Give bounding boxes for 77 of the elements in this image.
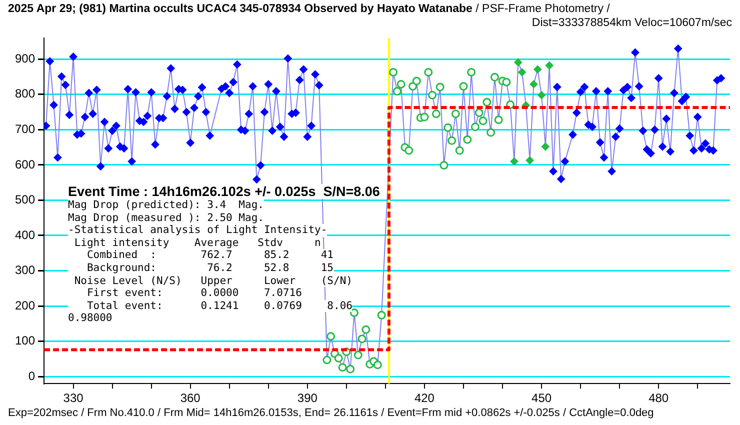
- point: [432, 110, 440, 118]
- annotation: Event Time : 14h16m26.102s +/- 0.025s S/N=8.06: [68, 184, 380, 199]
- y-tick-label: 800: [14, 86, 36, 101]
- point: [538, 91, 546, 100]
- point: [478, 116, 488, 126]
- point: [373, 360, 382, 370]
- point: [350, 308, 358, 317]
- y-tick-label: 700: [14, 122, 36, 136]
- point: [440, 161, 448, 170]
- point: [451, 110, 460, 118]
- point: [408, 82, 418, 91]
- point: [389, 68, 398, 76]
- point: [463, 135, 472, 144]
- point: [346, 364, 355, 374]
- point: [541, 142, 550, 151]
- point: [392, 87, 402, 96]
- point: [428, 90, 437, 100]
- x-tick-label: 450: [532, 391, 552, 406]
- point: [474, 108, 484, 118]
- annotation: Mag Drop (measured ): 2.50 Mag.: [68, 212, 264, 224]
- point: [455, 146, 464, 155]
- point: [545, 62, 554, 70]
- point: [459, 82, 468, 91]
- point: [490, 72, 499, 82]
- point: [518, 68, 526, 76]
- point: [396, 80, 406, 88]
- y-tick-label: 500: [14, 192, 36, 207]
- point: [436, 82, 444, 92]
- x-tick-label: 420: [414, 391, 435, 406]
- annotation: Background: 76.2 52.8 15: [68, 262, 334, 275]
- point: [412, 76, 421, 86]
- point: [444, 123, 452, 132]
- point: [424, 68, 433, 76]
- point: [338, 363, 347, 372]
- chart-title: 2025 Apr 29; (981) Martina occults UCAC4 345-078934 Observed by Hayato Watanabe: [8, 3, 472, 15]
- point: [482, 98, 492, 106]
- annotation: Combined : 762.7 85.2 41: [68, 249, 334, 262]
- annotation: Noise Level (N/S) Upper Lower (S/N): [68, 274, 352, 288]
- y-tick-label: 200: [14, 298, 36, 312]
- point: [404, 146, 414, 155]
- point: [502, 78, 511, 86]
- point: [377, 310, 386, 320]
- y-tick-label: 400: [14, 228, 36, 242]
- point: [530, 80, 538, 88]
- point: [467, 68, 476, 76]
- point: [326, 332, 336, 341]
- annotation: Light intensity Average Stdv n: [68, 236, 321, 250]
- point: [334, 354, 343, 362]
- annotation: Mag Drop (predicted): 3.4 Mag.: [68, 199, 264, 212]
- point: [534, 65, 542, 74]
- text: Exp=202msec / Frm No.410.0 / Frm Mid= 14h16m26.0153s, End= 26.1161s / Event=Frm mid +0.0862s +/-0.025s / CctAngle=0.0deg: [8, 407, 654, 419]
- point: [420, 112, 429, 122]
- annotation: -Statistical analysis of Light Intensity-: [68, 224, 328, 237]
- annotation: Total event: 0.1241 0.0769 8.06: [68, 300, 352, 312]
- point: [470, 122, 480, 132]
- chart-subtitle: / PSF-Frame Photometry / Dist=333378854km Veloc=10607m/sec: [476, 3, 732, 29]
- y-tick-label: 600: [14, 157, 36, 172]
- point: [486, 128, 496, 137]
- x-tick-label: 360: [180, 391, 201, 406]
- x-tick-label: 480: [648, 391, 669, 406]
- y-tick-label: 0: [28, 368, 36, 383]
- point: [354, 350, 362, 360]
- point: [358, 334, 366, 344]
- point: [514, 58, 522, 66]
- point: [448, 136, 456, 145]
- point: [510, 157, 518, 166]
- y-tick-label: 900: [14, 51, 36, 66]
- annotation: First event: 0.0000 7.0716: [68, 287, 302, 300]
- annotation: 0.98000: [68, 312, 112, 325]
- point: [526, 156, 534, 164]
- point: [322, 356, 332, 364]
- point: [362, 325, 370, 334]
- x-tick-label: 330: [63, 391, 84, 406]
- point: [494, 116, 503, 124]
- x-tick-label: 390: [297, 391, 318, 406]
- y-tick-label: 100: [14, 334, 36, 348]
- y-tick-label: 300: [14, 263, 36, 278]
